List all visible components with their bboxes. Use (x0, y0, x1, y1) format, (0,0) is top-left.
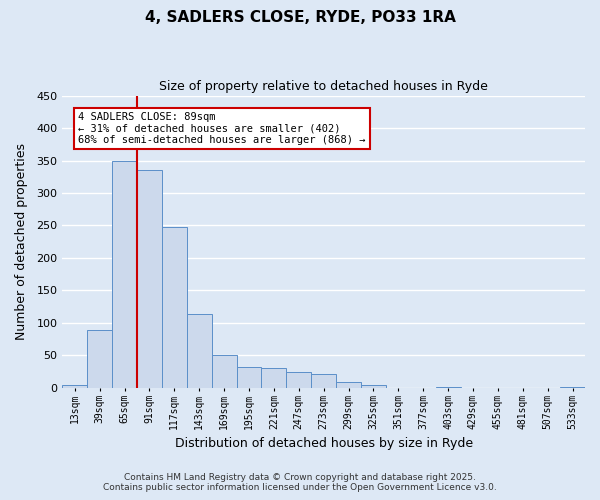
Bar (262, 368, 286, 388)
Bar (162, 227, 187, 388)
Bar (62, 384, 87, 388)
Title: Size of property relative to detached houses in Ryde: Size of property relative to detached ho… (159, 80, 488, 93)
Bar (560, 387, 585, 388)
Bar (361, 384, 386, 388)
Bar (236, 367, 262, 388)
Bar (112, 160, 137, 388)
Y-axis label: Number of detached properties: Number of detached properties (15, 143, 28, 340)
Bar (311, 374, 336, 388)
Bar (212, 356, 236, 388)
Bar (137, 170, 162, 388)
X-axis label: Distribution of detached houses by size in Ryde: Distribution of detached houses by size … (175, 437, 473, 450)
Bar (187, 314, 212, 388)
Bar (286, 372, 311, 388)
Text: 4, SADLERS CLOSE, RYDE, PO33 1RA: 4, SADLERS CLOSE, RYDE, PO33 1RA (145, 10, 455, 25)
Bar (436, 386, 461, 388)
Bar (336, 382, 361, 388)
Text: Contains HM Land Registry data © Crown copyright and database right 2025.
Contai: Contains HM Land Registry data © Crown c… (103, 473, 497, 492)
Text: 4 SADLERS CLOSE: 89sqm
← 31% of detached houses are smaller (402)
68% of semi-de: 4 SADLERS CLOSE: 89sqm ← 31% of detached… (79, 112, 366, 145)
Bar (87, 330, 112, 388)
